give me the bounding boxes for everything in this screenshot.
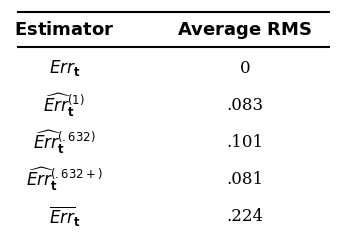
Text: $\widehat{Err}_{\mathbf{t}}^{(.632)}$: $\widehat{Err}_{\mathbf{t}}^{(.632)}$ <box>33 129 96 156</box>
Text: $\widehat{Err}_{\mathbf{t}}^{(.632+)}$: $\widehat{Err}_{\mathbf{t}}^{(.632+)}$ <box>26 166 103 193</box>
Text: .083: .083 <box>226 97 264 114</box>
Text: $Err_{\mathbf{t}}$: $Err_{\mathbf{t}}$ <box>49 58 80 78</box>
Text: .101: .101 <box>226 134 264 151</box>
Text: $\overline{Err}_{\mathbf{t}}$: $\overline{Err}_{\mathbf{t}}$ <box>49 205 80 229</box>
Text: .224: .224 <box>226 208 264 225</box>
Text: .081: .081 <box>226 171 264 188</box>
Text: 0: 0 <box>240 60 250 77</box>
Text: $\mathbf{Estimator}$: $\mathbf{Estimator}$ <box>14 21 115 39</box>
Text: $\mathbf{Average\ RMS}$: $\mathbf{Average\ RMS}$ <box>177 20 312 41</box>
Text: $\widehat{Err}_{\mathbf{t}}^{(1)}$: $\widehat{Err}_{\mathbf{t}}^{(1)}$ <box>44 92 85 119</box>
